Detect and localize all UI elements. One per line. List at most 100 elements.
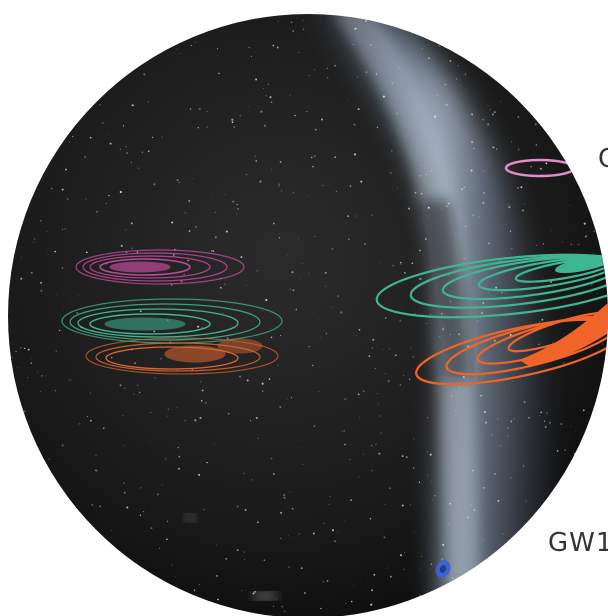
star [461, 344, 463, 346]
star [564, 449, 566, 451]
star [122, 19, 124, 21]
star [53, 253, 55, 255]
star [592, 142, 594, 144]
star [30, 473, 33, 475]
star [153, 330, 156, 333]
star [247, 106, 249, 108]
star [45, 375, 47, 377]
star [569, 205, 571, 207]
star [128, 588, 129, 590]
star [500, 571, 502, 573]
star [412, 355, 415, 358]
star [326, 67, 329, 70]
star [338, 365, 340, 367]
star [312, 532, 315, 535]
star [143, 73, 146, 76]
star [363, 390, 365, 393]
star [337, 531, 339, 533]
star [586, 234, 588, 237]
star [506, 435, 509, 437]
star [472, 469, 474, 472]
star [399, 554, 403, 557]
star [171, 564, 173, 566]
star [431, 499, 433, 501]
star [16, 517, 18, 519]
star [55, 350, 57, 352]
star [439, 336, 441, 338]
star [358, 328, 361, 331]
star [270, 169, 272, 171]
star [378, 452, 381, 455]
star [37, 371, 38, 373]
star [471, 0, 473, 2]
star [255, 160, 257, 162]
star [467, 591, 470, 594]
star [156, 493, 159, 496]
star [417, 2, 419, 4]
star [488, 242, 491, 245]
star [489, 109, 491, 111]
star [370, 603, 373, 606]
star [243, 558, 246, 561]
star [368, 355, 371, 357]
star [556, 450, 559, 452]
star [399, 319, 402, 322]
star [578, 243, 580, 246]
star [99, 505, 101, 508]
star [441, 558, 444, 561]
star [263, 559, 265, 561]
star [178, 0, 179, 1]
star [328, 503, 331, 506]
star [114, 350, 116, 352]
star [502, 56, 505, 59]
star [300, 278, 301, 280]
star [206, 111, 208, 113]
star [387, 380, 390, 382]
star [150, 412, 152, 414]
star [536, 547, 539, 550]
star [583, 222, 586, 225]
star [103, 47, 105, 49]
star [50, 58, 52, 61]
star [541, 548, 543, 550]
star [89, 419, 92, 422]
star [20, 346, 22, 349]
star [0, 451, 1, 452]
star [86, 416, 88, 418]
star [166, 538, 168, 540]
star [257, 521, 259, 523]
star [278, 3, 280, 5]
star [524, 99, 527, 102]
star [278, 183, 280, 185]
star [562, 116, 565, 119]
star [560, 497, 562, 498]
star [603, 259, 606, 262]
star [280, 537, 282, 539]
star [27, 464, 29, 466]
star [177, 446, 179, 449]
event-label-top: C [598, 144, 608, 174]
star [533, 86, 535, 88]
star [23, 347, 26, 350]
star [347, 215, 350, 218]
star [482, 202, 485, 204]
star [116, 35, 119, 38]
star [2, 594, 4, 596]
star [326, 580, 329, 582]
star [510, 410, 512, 412]
star [153, 183, 156, 186]
star [201, 326, 203, 329]
star [580, 158, 582, 161]
star [403, 568, 405, 571]
star [76, 46, 79, 50]
star [457, 65, 459, 67]
star [502, 533, 504, 535]
star [570, 425, 571, 427]
star [340, 312, 342, 315]
star [538, 343, 539, 345]
star [259, 180, 262, 183]
star [87, 593, 88, 595]
star [189, 108, 192, 110]
star [236, 120, 238, 121]
star [206, 461, 208, 464]
